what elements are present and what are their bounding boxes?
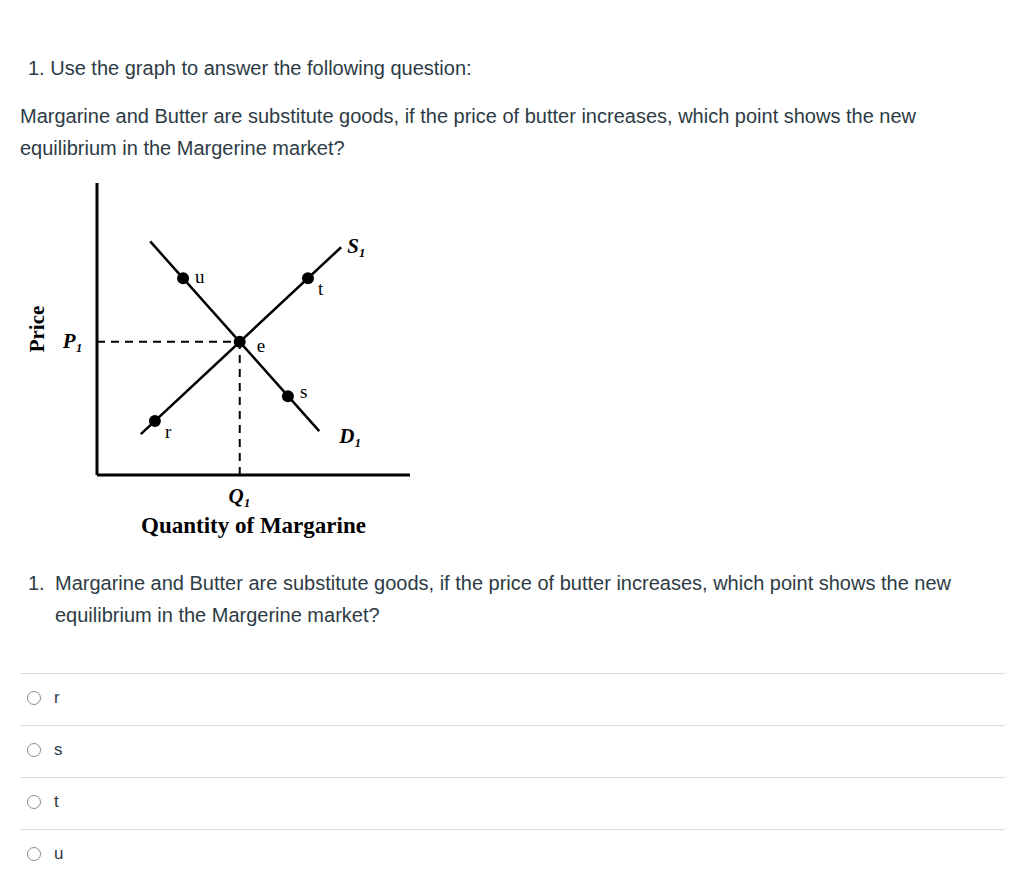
html-text:t: t bbox=[54, 792, 59, 811]
html-text:s: s bbox=[54, 740, 63, 759]
html-text:r: r bbox=[54, 688, 60, 707]
html-text:Margarine and Butter are subst: Margarine and Butter are substitute good… bbox=[55, 572, 951, 626]
svg-text:P₁: P₁ bbox=[62, 329, 83, 353]
html-text:1. Use the graph to answer the: 1. Use the graph to answer the following… bbox=[28, 57, 472, 79]
svg-text:t: t bbox=[318, 278, 324, 299]
html-text:u: u bbox=[54, 844, 64, 863]
svg-text:Price: Price bbox=[25, 306, 49, 353]
svg-text:Q₁: Q₁ bbox=[228, 484, 251, 508]
svg-text:e: e bbox=[257, 335, 265, 356]
html-text:1.: 1. bbox=[28, 572, 45, 594]
svg-text:Quantity of Margarine: Quantity of Margarine bbox=[141, 513, 366, 538]
html-text:Margarine and Butter are subst: Margarine and Butter are substitute good… bbox=[20, 105, 916, 159]
svg-text:s: s bbox=[300, 381, 307, 402]
svg-text:u: u bbox=[195, 266, 205, 287]
svg-text:D₁: D₁ bbox=[338, 424, 362, 448]
svg-text:r: r bbox=[165, 421, 172, 442]
svg-text:S₁: S₁ bbox=[347, 234, 366, 258]
